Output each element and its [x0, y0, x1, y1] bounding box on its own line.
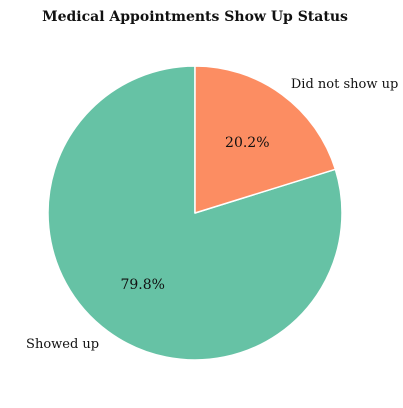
pie-pct-label-showed-up: 79.8%: [120, 277, 164, 293]
pie-slice-label-did-not-show-up: Did not show up: [291, 77, 398, 92]
pie-slices: [47, 65, 343, 361]
pie-pct-label-did-not-show-up: 20.2%: [225, 135, 269, 151]
pie-slice-did-not-show-up: [194, 65, 337, 214]
chart-title: Medical Appointments Show Up Status: [42, 9, 348, 25]
pie-slice-label-showed-up: Showed up: [26, 337, 99, 352]
pie-labels: 79.8% Showed up 20.2% Did not show up: [26, 77, 398, 352]
